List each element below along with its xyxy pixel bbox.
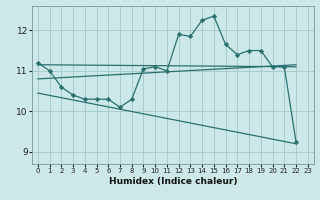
- X-axis label: Humidex (Indice chaleur): Humidex (Indice chaleur): [108, 177, 237, 186]
